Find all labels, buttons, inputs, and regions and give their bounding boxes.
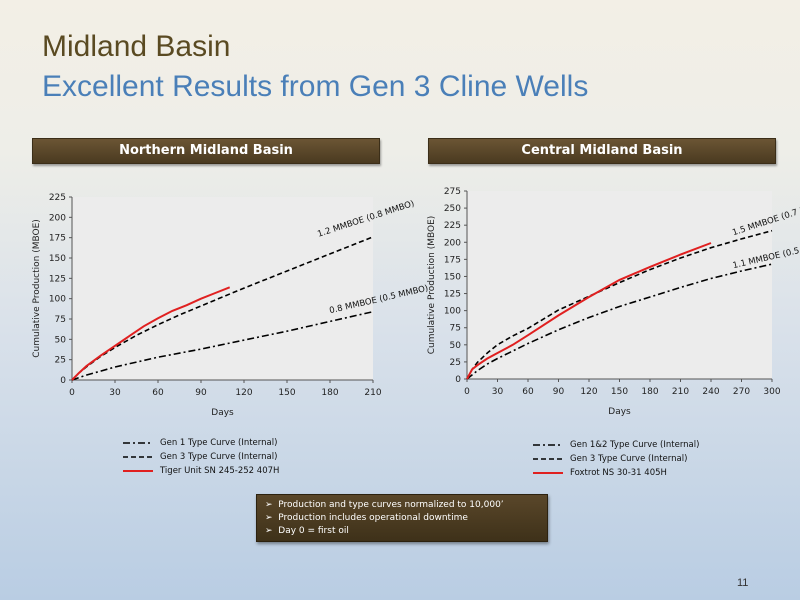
y-tick-label: 175 — [49, 234, 66, 244]
y-tick-label: 150 — [49, 254, 66, 264]
legend-swatch — [533, 444, 563, 446]
y-tick-label: 225 — [444, 221, 461, 231]
x-tick-label: 60 — [522, 387, 534, 397]
legend-swatch — [123, 456, 153, 458]
series-line — [466, 229, 773, 380]
legend-swatch — [123, 470, 153, 472]
x-tick-label: 180 — [321, 388, 338, 398]
chart-title-central: Central Midland Basin — [428, 138, 776, 164]
legend-central: Gen 1&2 Type Curve (Internal) Gen 3 Type … — [532, 438, 699, 480]
y-tick-label: 200 — [49, 213, 66, 223]
legend-label: Gen 1 Type Curve (Internal) — [160, 438, 278, 448]
y-axis-label: Cumulative Production (MBOE) — [32, 219, 42, 358]
y-tick-label: 0 — [60, 376, 66, 386]
x-tick-label: 90 — [195, 388, 207, 398]
x-tick-label: 240 — [702, 387, 719, 397]
legend-item: Gen 1&2 Type Curve (Internal) — [532, 438, 699, 452]
plot-area — [467, 191, 772, 379]
note-item: ➢ Day 0 = first oil — [265, 526, 349, 536]
x-tick-label: 0 — [464, 387, 470, 397]
legend-label: Gen 1&2 Type Curve (Internal) — [570, 440, 700, 450]
x-tick-label: 210 — [364, 388, 381, 398]
series-line — [71, 236, 374, 381]
y-tick-label: 50 — [55, 335, 67, 345]
x-tick-label: 150 — [611, 387, 628, 397]
note-text: Production and type curves normalized to… — [278, 500, 504, 510]
y-tick-label: 125 — [49, 274, 66, 284]
x-tick-label: 120 — [235, 388, 252, 398]
x-tick-label: 150 — [278, 388, 295, 398]
x-tick-label: 120 — [580, 387, 597, 397]
x-axis-label: Days — [211, 408, 234, 418]
x-tick-label: 90 — [553, 387, 565, 397]
y-tick-label: 100 — [444, 307, 461, 317]
y-tick-label: 75 — [450, 324, 461, 334]
note-item: ➢ Production includes operational downti… — [265, 513, 468, 523]
y-tick-label: 25 — [55, 356, 66, 366]
legend-label: Tiger Unit SN 245-252 407H — [160, 466, 280, 476]
legend-item: Gen 3 Type Curve (Internal) — [122, 450, 279, 464]
y-axis-label: Cumulative Production (MBOE) — [427, 216, 437, 355]
legend-label: Foxtrot NS 30-31 405H — [570, 468, 667, 478]
x-tick-label: 180 — [641, 387, 658, 397]
series-line — [466, 263, 773, 380]
x-axis-label: Days — [608, 407, 631, 417]
y-tick-label: 200 — [444, 238, 461, 248]
y-tick-label: 125 — [444, 290, 461, 300]
slide-subtitle: Excellent Results from Gen 3 Cline Wells — [42, 70, 589, 103]
x-tick-label: 300 — [763, 387, 780, 397]
x-tick-label: 270 — [733, 387, 750, 397]
legend-item: Gen 1 Type Curve (Internal) — [122, 436, 279, 450]
x-tick-label: 30 — [109, 388, 121, 398]
legend-northern: Gen 1 Type Curve (Internal) Gen 3 Type Cu… — [122, 436, 279, 478]
series-line — [71, 286, 231, 381]
series-line — [466, 242, 712, 380]
notes-box: ➢ Production and type curves normalized … — [256, 494, 548, 542]
plot-area — [72, 197, 373, 380]
y-tick-label: 150 — [444, 272, 461, 282]
y-tick-label: 175 — [444, 255, 461, 265]
note-item: ➢ Production and type curves normalized … — [265, 500, 504, 510]
slide-title: Midland Basin — [42, 30, 231, 63]
chart-title-northern: Northern Midland Basin — [32, 138, 380, 164]
legend-swatch — [533, 458, 563, 460]
page-number: 11 — [737, 577, 749, 589]
legend-item: Gen 3 Type Curve (Internal) — [532, 452, 699, 466]
y-tick-label: 75 — [55, 315, 66, 325]
y-tick-label: 100 — [49, 295, 66, 305]
legend-label: Gen 3 Type Curve (Internal) — [570, 454, 688, 464]
y-tick-label: 250 — [444, 204, 461, 214]
series-line — [71, 310, 374, 381]
x-tick-label: 210 — [672, 387, 689, 397]
note-text: Production includes operational downtime — [278, 513, 468, 523]
legend-item: Tiger Unit SN 245-252 407H — [122, 464, 279, 478]
legend-label: Gen 3 Type Curve (Internal) — [160, 452, 278, 462]
y-tick-label: 0 — [455, 375, 461, 385]
y-tick-label: 25 — [450, 358, 461, 368]
y-tick-label: 275 — [444, 187, 461, 197]
x-tick-label: 60 — [152, 388, 164, 398]
legend-swatch — [123, 442, 153, 444]
x-tick-label: 30 — [492, 387, 504, 397]
x-tick-label: 0 — [69, 388, 75, 398]
y-tick-label: 50 — [450, 341, 462, 351]
legend-item: Foxtrot NS 30-31 405H — [532, 466, 699, 480]
legend-swatch — [533, 472, 563, 474]
note-text: Day 0 = first oil — [278, 526, 349, 536]
y-tick-label: 225 — [49, 193, 66, 203]
